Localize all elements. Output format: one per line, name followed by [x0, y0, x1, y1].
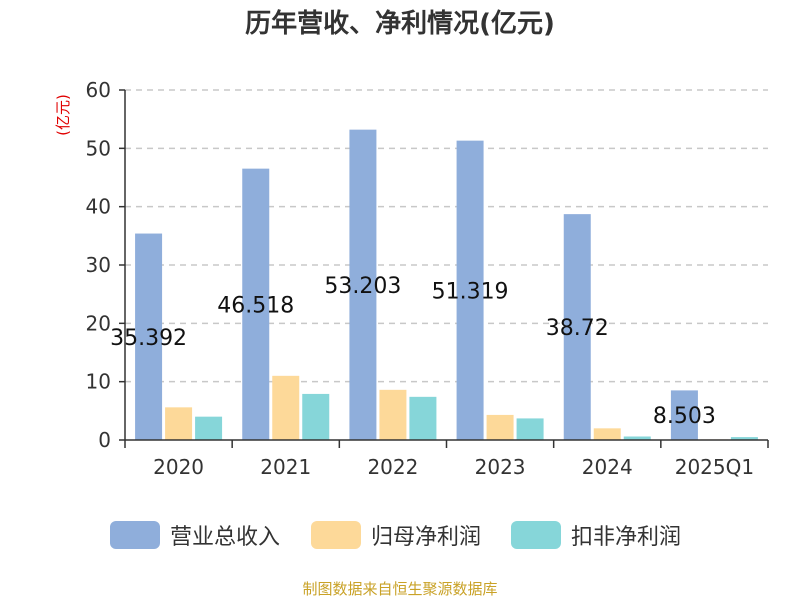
data-label-2021: 46.518	[217, 293, 294, 318]
bar-扣非净利润-2020	[195, 416, 223, 440]
bar-营业总收入-2025Q1	[670, 390, 698, 440]
legend: 营业总收入 归母净利润 扣非净利润	[110, 521, 681, 550]
bar-营业总收入-2024	[563, 214, 591, 440]
bar-扣非净利润-2023	[516, 418, 544, 440]
bar-归母净利润-2022	[379, 389, 407, 440]
data-labels: 35.392 46.518 53.203 51.319 38.72 8.503	[110, 274, 716, 429]
bar-扣非净利润-2022	[409, 396, 437, 440]
bar-扣非净利润-2025Q1	[730, 437, 758, 440]
bar-归母净利润-2021	[272, 375, 300, 440]
y-tick-label: 30	[86, 253, 111, 277]
data-label-2020: 35.392	[110, 326, 187, 351]
bar-营业总收入-2020	[135, 233, 163, 440]
bar-归母净利润-2023	[486, 414, 514, 440]
bar-营业总收入-2021	[242, 168, 270, 440]
y-tick-label: 0	[98, 428, 111, 452]
legend-swatch-归母净利润	[311, 521, 361, 549]
y-axis-unit-label: (亿元)	[54, 94, 72, 136]
legend-label: 扣非净利润	[571, 525, 681, 550]
data-label-2022: 53.203	[324, 274, 401, 299]
bar-marks	[135, 129, 758, 440]
data-label-2024: 38.72	[546, 316, 609, 341]
source-footer: 制图数据来自恒生聚源数据库	[302, 580, 497, 598]
x-tick-label: 2025Q1	[675, 455, 754, 479]
legend-label: 营业总收入	[170, 525, 280, 550]
bar-营业总收入-2022	[349, 129, 377, 440]
y-tick-label: 10	[86, 370, 111, 394]
x-tick-label: 2024	[582, 455, 633, 479]
bar-营业总收入-2023	[456, 140, 484, 440]
data-label-2023: 51.319	[432, 279, 509, 304]
y-tick-label: 50	[86, 136, 111, 160]
bar-归母净利润-2020	[165, 407, 193, 440]
bar-归母净利润-2024	[593, 428, 621, 440]
grid-lines	[125, 89, 768, 383]
y-tick-label: 60	[86, 78, 111, 102]
legend-swatch-扣非净利润	[511, 521, 561, 549]
bar-扣非净利润-2021	[302, 393, 330, 440]
y-tick-label: 40	[86, 195, 111, 219]
y-tick-label: 20	[86, 311, 111, 335]
x-tick-label: 2020	[153, 455, 204, 479]
x-axis: 2020 2021 2022 2023 2024 2025Q1	[124, 439, 769, 479]
legend-label: 归母净利润	[371, 525, 481, 550]
x-tick-label: 2022	[367, 455, 418, 479]
data-label-2025Q1: 8.503	[653, 404, 716, 429]
chart-title: 历年营收、净利情况(亿元)	[245, 8, 555, 39]
y-axis-ticks: 0 10 20 30 40 50 60	[86, 78, 126, 452]
x-tick-label: 2023	[475, 455, 526, 479]
bar-扣非净利润-2024	[623, 436, 651, 440]
legend-swatch-营业总收入	[110, 521, 160, 549]
x-tick-label: 2021	[260, 455, 311, 479]
